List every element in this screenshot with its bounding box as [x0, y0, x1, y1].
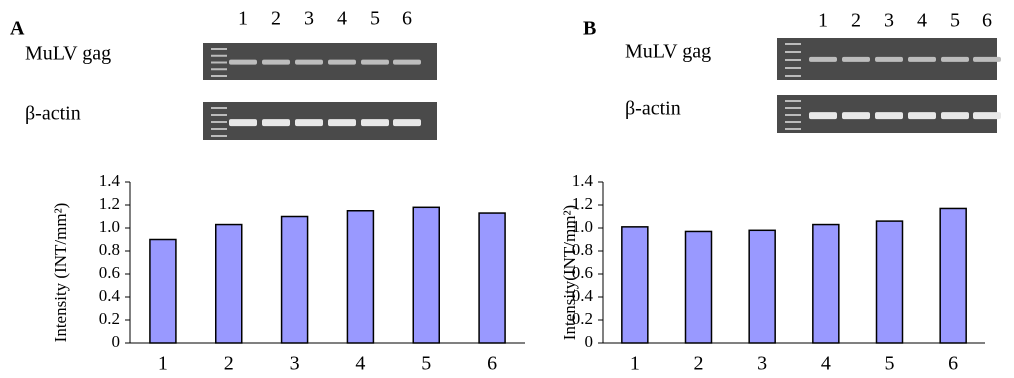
y-tick-label: 1.4 — [572, 171, 594, 190]
gel-band — [328, 60, 356, 65]
gel-band — [973, 112, 1001, 119]
y-tick-label: 1.4 — [99, 171, 121, 190]
ladder-band — [211, 55, 227, 57]
ladder-band — [211, 107, 227, 109]
bar — [813, 225, 839, 343]
y-axis-label: Intensity(INT/mm²) — [560, 205, 579, 340]
x-tick-label: 3 — [290, 353, 300, 375]
lane-label: 4 — [917, 10, 927, 32]
x-tick-label: 6 — [487, 353, 497, 375]
bar — [479, 213, 505, 343]
gel-band — [941, 112, 969, 119]
y-tick-label: 0 — [112, 332, 121, 351]
y-axis-label: Intensity (INT/mm²) — [51, 203, 70, 343]
bar — [282, 217, 308, 344]
lane-label: 1 — [238, 8, 248, 30]
lane-label: 1 — [818, 10, 828, 32]
gel-band — [361, 119, 389, 126]
ladder-band — [785, 75, 801, 77]
gel-band — [393, 60, 421, 65]
gel-band — [295, 60, 323, 65]
gel-band — [973, 57, 1001, 62]
x-tick-label: 3 — [757, 353, 767, 375]
x-tick-label: 1 — [158, 353, 168, 375]
y-tick-label: 1.0 — [99, 217, 120, 236]
x-tick-label: 1 — [630, 353, 640, 375]
ladder-band — [211, 75, 227, 77]
ladder-band — [211, 48, 227, 50]
ladder-band — [785, 59, 801, 61]
x-tick-label: 4 — [821, 353, 831, 375]
ladder-band — [785, 114, 801, 116]
panel-label: B — [583, 18, 596, 40]
ladder-band — [785, 121, 801, 123]
panel-label: A — [10, 18, 25, 40]
gel-band — [842, 57, 870, 62]
bar — [150, 240, 176, 344]
gel-band — [908, 57, 936, 62]
ladder-band — [211, 68, 227, 70]
y-tick-label: 0.8 — [99, 240, 120, 259]
lane-label: 2 — [851, 10, 861, 32]
gel-band — [328, 119, 356, 126]
gel-band — [875, 57, 903, 62]
bar — [686, 231, 712, 343]
gel-band — [229, 119, 257, 126]
x-tick-label: 2 — [694, 353, 704, 375]
bar — [749, 230, 775, 343]
gel-row-label: MuLV gag — [625, 41, 711, 63]
figure: A123456MuLV gagβ-actin00.20.40.60.81.01.… — [0, 0, 1014, 378]
x-tick-label: 4 — [355, 353, 365, 375]
y-tick-label: 0.6 — [99, 263, 120, 282]
lane-label: 3 — [884, 10, 894, 32]
x-tick-label: 5 — [885, 353, 895, 375]
bar — [216, 225, 242, 343]
gel-band — [908, 112, 936, 119]
gel-band — [809, 57, 837, 62]
x-tick-label: 2 — [224, 353, 234, 375]
y-tick-label: 1.2 — [99, 194, 120, 213]
gel-band — [229, 60, 257, 65]
lane-label: 6 — [982, 10, 992, 32]
ladder-band — [785, 100, 801, 102]
ladder-band — [785, 107, 801, 109]
lane-label: 5 — [370, 8, 380, 30]
ladder-band — [785, 67, 801, 69]
bar — [413, 207, 439, 343]
lane-label: 4 — [337, 8, 347, 30]
gel-band — [809, 112, 837, 119]
y-tick-label: 0.2 — [99, 309, 120, 328]
gel-band — [361, 60, 389, 65]
gel-band — [393, 119, 421, 126]
gel-band — [842, 112, 870, 119]
gel-band — [295, 119, 323, 126]
gel-row-label: MuLV gag — [25, 43, 111, 65]
ladder-band — [211, 135, 227, 137]
lane-label: 5 — [950, 10, 960, 32]
ladder-band — [785, 128, 801, 130]
lane-label: 2 — [271, 8, 281, 30]
y-tick-label: 0.4 — [99, 286, 121, 305]
lane-label: 6 — [402, 8, 412, 30]
ladder-band — [785, 51, 801, 53]
bar — [877, 221, 903, 343]
gel-row-label: β-actin — [25, 103, 81, 125]
x-tick-label: 6 — [948, 353, 958, 375]
lane-label: 3 — [304, 8, 314, 30]
gel-band — [875, 112, 903, 119]
ladder-band — [211, 128, 227, 130]
y-tick-label: 0 — [585, 332, 594, 351]
ladder-band — [211, 121, 227, 123]
x-tick-label: 5 — [421, 353, 431, 375]
gel-row-label: β-actin — [625, 98, 681, 120]
ladder-band — [211, 62, 227, 64]
ladder-band — [785, 43, 801, 45]
gel-band — [262, 60, 290, 65]
bar — [347, 211, 373, 343]
bar — [622, 227, 648, 343]
gel-band — [941, 57, 969, 62]
gel-band — [262, 119, 290, 126]
bar — [940, 208, 966, 343]
ladder-band — [211, 114, 227, 116]
